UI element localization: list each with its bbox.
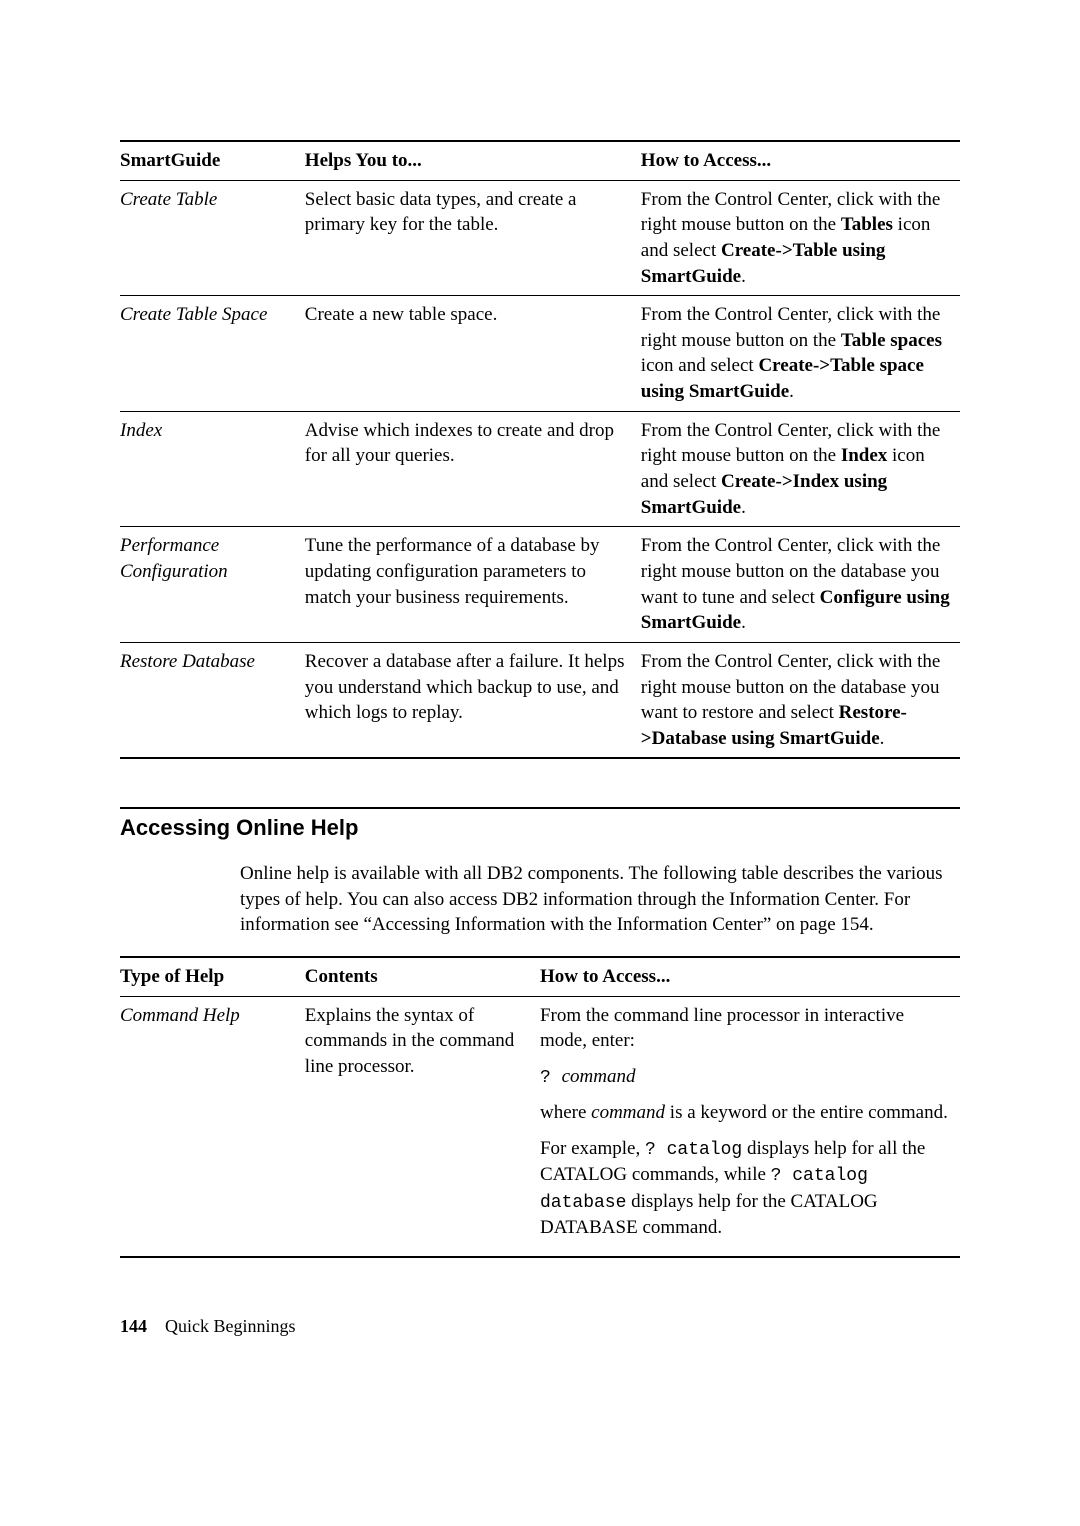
page-footer: 144 Quick Beginnings — [120, 1314, 960, 1338]
col-header: Helps You to... — [305, 141, 641, 180]
section-divider — [120, 807, 960, 809]
table-header-row: Type of Help Contents How to Access... — [120, 957, 960, 996]
help-type: Command Help — [120, 996, 305, 1257]
smartguide-name-text: Performance Configuration — [120, 535, 228, 582]
page: SmartGuide Helps You to... How to Access… — [0, 0, 1080, 1389]
smartguide-helps: Advise which indexes to create and drop … — [305, 411, 641, 527]
col-header: Contents — [305, 957, 540, 996]
text: . — [741, 612, 746, 633]
text: icon and select — [641, 355, 759, 376]
table-row: Command Help Explains the syntax of comm… — [120, 996, 960, 1257]
smartguide-name: Create Table — [120, 180, 305, 296]
table-row: Create Table Space Create a new table sp… — [120, 296, 960, 412]
mono-text: ? — [540, 1068, 562, 1088]
text: From the command line processor in inter… — [540, 1003, 952, 1054]
smartguide-name: Restore Database — [120, 642, 305, 758]
page-number: 144 — [120, 1316, 147, 1336]
text: . — [880, 728, 885, 749]
smartguide-name: Index — [120, 411, 305, 527]
help-access: From the command line processor in inter… — [540, 996, 960, 1257]
smartguide-helps: Recover a database after a failure. It h… — [305, 642, 641, 758]
smartguide-access: From the Control Center, click with the … — [641, 180, 960, 296]
text: is a keyword or the entire command. — [665, 1102, 948, 1123]
table-row: Restore Database Recover a database afte… — [120, 642, 960, 758]
bold-text: Tables — [841, 214, 893, 235]
smartguide-access: From the Control Center, click with the … — [641, 296, 960, 412]
italic-text: command — [591, 1102, 665, 1123]
smartguide-access: From the Control Center, click with the … — [641, 411, 960, 527]
command-text: ? command — [540, 1064, 952, 1090]
text: where — [540, 1102, 591, 1123]
col-header: How to Access... — [641, 141, 960, 180]
smartguide-helps: Create a new table space. — [305, 296, 641, 412]
smartguide-name: Create Table Space — [120, 296, 305, 412]
table-row: Performance Configuration Tune the perfo… — [120, 527, 960, 643]
bold-text: Index — [841, 445, 887, 466]
table-row: Create Table Select basic data types, an… — [120, 180, 960, 296]
smartguide-helps: Tune the performance of a database by up… — [305, 527, 641, 643]
table-row: Index Advise which indexes to create and… — [120, 411, 960, 527]
text: For example, ? catalog displays help for… — [540, 1136, 952, 1241]
smartguide-name-text: Create Table Space — [120, 304, 267, 325]
smartguide-name-text: Index — [120, 420, 162, 441]
table-header-row: SmartGuide Helps You to... How to Access… — [120, 141, 960, 180]
text: . — [741, 497, 746, 518]
bold-text: Table spaces — [841, 330, 942, 351]
mono-text: ? catalog — [645, 1140, 742, 1160]
italic-text: command — [562, 1066, 636, 1087]
col-header: SmartGuide — [120, 141, 305, 180]
smartguide-name-text: Create Table — [120, 189, 217, 210]
smartguide-access: From the Control Center, click with the … — [641, 642, 960, 758]
smartguide-name-text: Restore Database — [120, 651, 255, 672]
help-type-text: Command Help — [120, 1005, 240, 1026]
text: . — [789, 381, 794, 402]
text: For example, — [540, 1138, 645, 1159]
smartguide-name: Performance Configuration — [120, 527, 305, 643]
smartguide-table: SmartGuide Helps You to... How to Access… — [120, 140, 960, 759]
help-table: Type of Help Contents How to Access... C… — [120, 956, 960, 1258]
col-header: How to Access... — [540, 957, 960, 996]
section-heading: Accessing Online Help — [120, 813, 960, 843]
text: where command is a keyword or the entire… — [540, 1100, 952, 1126]
text: . — [741, 266, 746, 287]
smartguide-helps: Select basic data types, and create a pr… — [305, 180, 641, 296]
smartguide-access: From the Control Center, click with the … — [641, 527, 960, 643]
col-header: Type of Help — [120, 957, 305, 996]
footer-title: Quick Beginnings — [165, 1316, 296, 1336]
section-intro-text: Online help is available with all DB2 co… — [120, 861, 960, 938]
help-contents: Explains the syntax of commands in the c… — [305, 996, 540, 1257]
